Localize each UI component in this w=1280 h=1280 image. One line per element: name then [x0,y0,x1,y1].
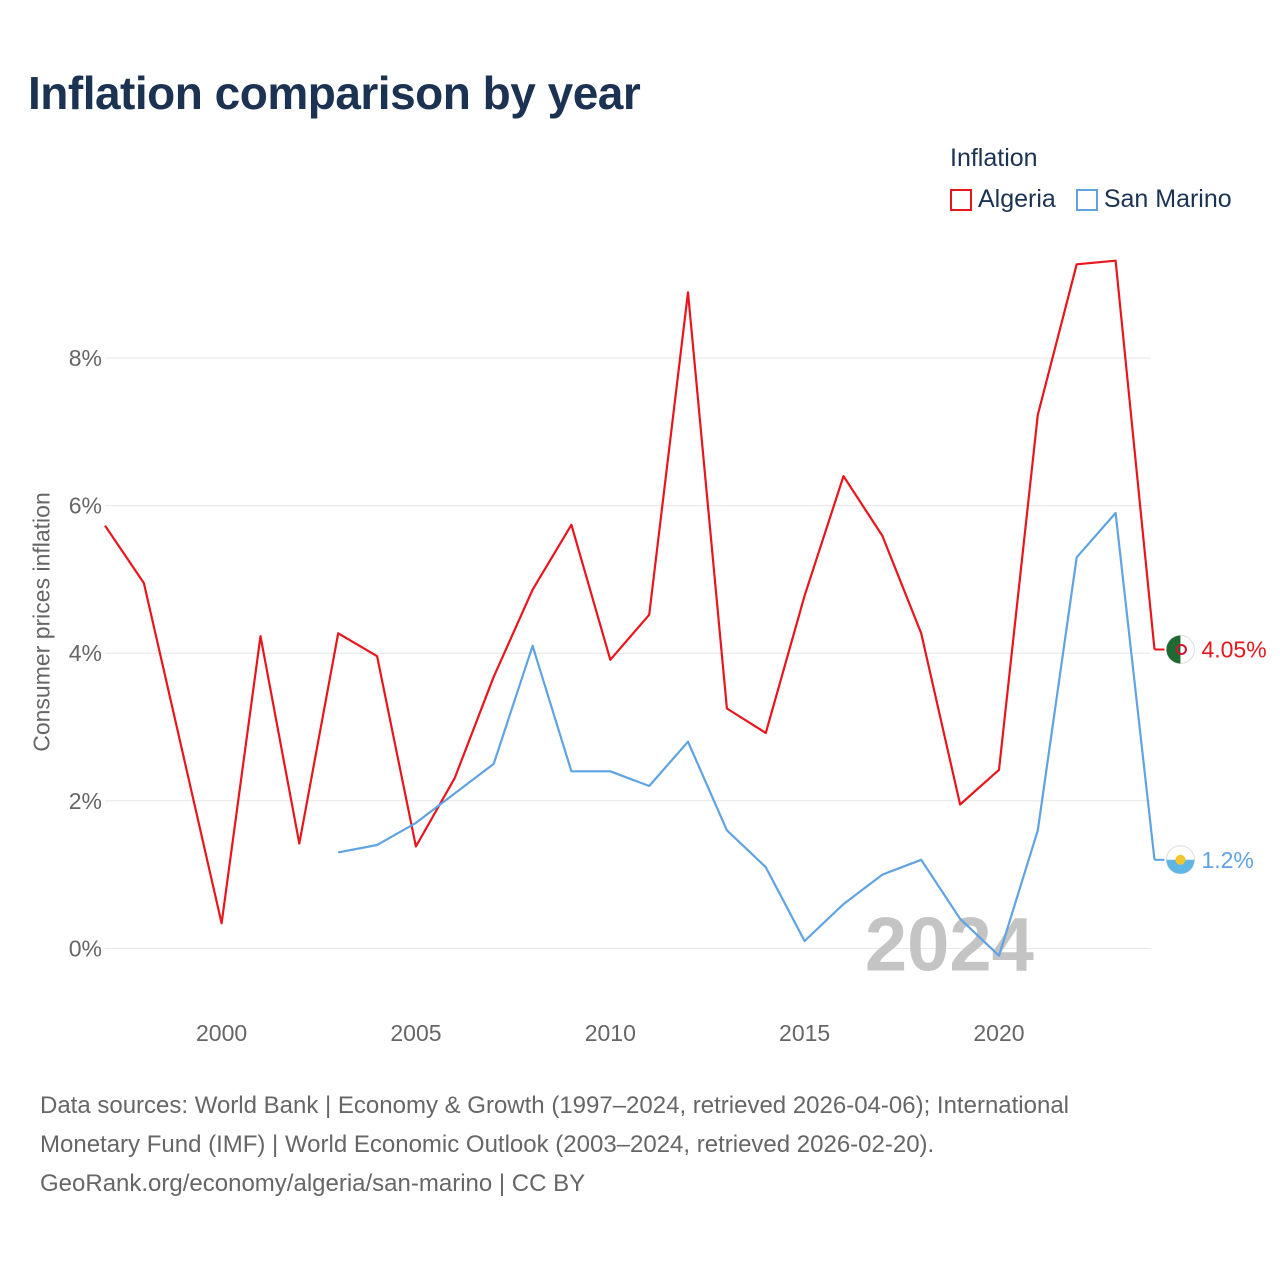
y-tick-label: 0% [69,935,102,961]
series-end-markers: 4.05% 1.2% [1165,635,1267,875]
algeria-flag-icon [1165,635,1195,665]
y-tick-label: 2% [69,788,102,814]
footer-line-1: Data sources: World Bank | Economy & Gro… [40,1092,1070,1119]
san-marino-flag-icon [1165,845,1195,875]
x-tick-label: 2015 [779,1020,830,1046]
y-tick-label: 4% [69,640,102,666]
flag-blue-half [1166,859,1195,874]
flag-crescent [1175,644,1187,656]
legend-swatch-algeria [950,188,972,211]
footer-line-2: Monetary Fund (IMF) | World Economic Out… [40,1131,935,1158]
x-axis-ticks: 2000 2005 2010 2015 2020 [196,1020,1025,1046]
footer-source-link[interactable]: GeoRank.org/economy/algeria/san-marino |… [40,1170,586,1197]
line-chart: 0% 2% 4% 6% 8% 2000 2005 2010 2015 2020 2024 4.0… [69,259,1267,1046]
series-line-san-marino [337,511,1156,957]
y-tick-label: 6% [69,493,102,519]
legend-swatch-san-marino [1075,188,1098,211]
x-tick-label: 2000 [196,1020,247,1046]
chart-title: Inflation comparison by year [28,67,641,119]
legend-label-san-marino: San Marino [1103,185,1232,213]
x-tick-label: 2010 [585,1020,636,1046]
legend-item-algeria[interactable]: Algeria [950,185,1056,214]
legend-label-algeria: Algeria [978,185,1056,213]
x-tick-label: 2020 [973,1020,1024,1046]
x-tick-label: 2005 [390,1020,441,1046]
data-sources-footer: Data sources: World Bank | Economy & Gro… [40,1086,1240,1203]
legend-item-san-marino[interactable]: San Marino [1075,185,1232,214]
flag-emblem [1175,854,1186,865]
gridlines [105,357,1151,949]
flag-green-half [1166,635,1181,664]
series-lines [104,259,1165,957]
end-label-algeria: 4.05% [1201,637,1266,663]
series-line-algeria [104,259,1156,925]
year-watermark: 2024 [865,902,1034,987]
y-tick-label: 8% [69,345,102,371]
legend: Algeria San Marino [950,185,1232,214]
legend-title: Inflation [950,144,1038,172]
end-label-san-marino: 1.2% [1201,847,1253,873]
y-axis-ticks: 0% 2% 4% 6% 8% [69,345,102,961]
